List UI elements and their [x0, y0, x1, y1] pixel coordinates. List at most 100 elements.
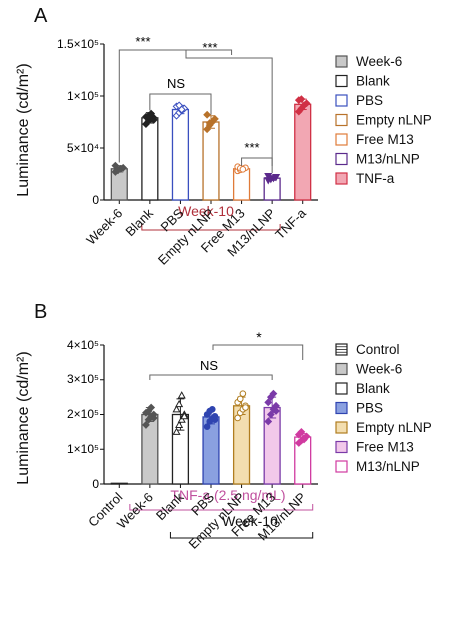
legend-label: Empty nLNP	[356, 113, 432, 128]
data-point	[203, 423, 211, 430]
data-point	[172, 427, 181, 435]
sig-bracket-3	[241, 157, 273, 166]
data-point	[119, 163, 128, 172]
legend-label: Week-6	[356, 362, 402, 377]
panel-a-bracket-label: Week-10	[178, 203, 234, 219]
legend-label: Free M13	[356, 132, 414, 147]
panel-a-label: A	[34, 5, 48, 27]
legend-swatch	[335, 440, 348, 454]
bar-blank	[141, 117, 159, 201]
week10-bracket	[169, 532, 314, 539]
legend-label: M13/nLNP	[356, 459, 420, 474]
panel-a-plot	[100, 43, 318, 231]
legend-label: Week-6	[356, 54, 402, 69]
panel-a-tick-label: 1×10⁵	[67, 89, 99, 103]
sig-bracket-2	[185, 50, 273, 173]
bar-empty-nlnp	[202, 121, 220, 201]
panel-b-label: B	[34, 301, 47, 323]
legend-label: Empty nLNP	[356, 420, 432, 435]
legend-label: TNF-a	[356, 171, 395, 186]
data-point	[147, 403, 156, 412]
sig-bracket-star	[212, 344, 304, 360]
legend-swatch	[335, 133, 348, 146]
panel-a-ylabel: Luminance (cd/m²)	[15, 63, 32, 196]
data-point	[300, 435, 308, 444]
bar-pbs	[171, 108, 190, 201]
data-point	[209, 405, 216, 413]
x-tick-label: Blank	[122, 205, 156, 239]
data-point	[211, 416, 219, 424]
panel-b-ylabel: Luminance (cd/m²)	[15, 351, 32, 484]
data-point	[234, 414, 241, 422]
panel-b-tick-label: 1×10⁵	[67, 442, 99, 456]
panel-b-tick-label: 2×10⁵	[67, 407, 99, 421]
legend-swatch	[335, 152, 348, 166]
panel-a-legend: Week-6 Blank PBS Empty nLNP Free M13 M13/nLNP…	[335, 54, 432, 186]
panel-b-y-ticks: 0 1×10⁵ 2×10⁵ 3×10⁵ 4×10⁵	[67, 338, 99, 491]
data-point	[297, 95, 306, 104]
panel-b-tick-label: 3×10⁵	[67, 372, 99, 386]
legend-swatch	[335, 74, 348, 88]
sig-bracket-1	[118, 49, 233, 163]
panel-b-plot	[100, 344, 318, 539]
legend-swatch	[335, 460, 348, 473]
legend-label: PBS	[356, 93, 383, 108]
panel-b-sig-star: *	[256, 329, 262, 345]
data-point	[266, 410, 275, 419]
panel-a-y-ticks: 0 5×10⁴ 1×10⁵ 1.5×10⁵	[57, 37, 99, 207]
x-tick-label: TNF-a	[272, 205, 309, 242]
data-point	[114, 166, 122, 175]
data-point	[297, 427, 306, 436]
panel-a-sig-1: ***	[135, 34, 150, 49]
data-point	[172, 405, 181, 413]
legend-label: Free M13	[356, 440, 414, 455]
panel-b-sig-ns: NS	[200, 358, 218, 373]
panel-a-tick-label: 5×10⁴	[67, 141, 99, 155]
data-point	[180, 412, 189, 420]
panel-a-sig-2: ***	[202, 40, 217, 55]
legend-swatch	[335, 362, 348, 376]
data-point	[175, 420, 184, 428]
data-point	[264, 417, 273, 426]
data-point	[147, 109, 156, 118]
panel-b-tnf-label: TNF-a (2.5 ng/mL)	[170, 487, 285, 503]
data-point	[205, 119, 214, 127]
data-point	[236, 395, 244, 403]
legend-label: Control	[356, 342, 400, 357]
legend-label: M13/nLNP	[356, 152, 420, 167]
data-point	[175, 399, 184, 408]
data-point	[242, 404, 249, 411]
legend-swatch	[335, 172, 348, 185]
data-point	[271, 174, 281, 182]
data-point	[210, 114, 219, 123]
data-point	[149, 414, 158, 422]
panel-b-tick-label: 4×10⁵	[67, 338, 99, 352]
panel-a-tick-label: 1.5×10⁵	[57, 37, 99, 51]
data-point	[272, 407, 280, 415]
sig-bracket-ns	[149, 374, 273, 380]
data-point	[264, 173, 273, 181]
legend-swatch	[335, 382, 348, 395]
data-point	[177, 415, 186, 423]
legend-swatch	[335, 401, 348, 415]
data-point	[142, 421, 150, 429]
data-point	[302, 99, 311, 108]
data-point	[177, 105, 186, 114]
x-tick-label: Week-6	[83, 206, 125, 248]
legend-swatch	[335, 55, 348, 68]
panel-b-bracket-label: Week-10	[222, 513, 278, 529]
legend-swatch	[335, 113, 348, 127]
bar-free-m13	[263, 406, 281, 485]
data-point	[264, 398, 273, 407]
legend-swatch	[335, 421, 348, 434]
panel-a-sig-ns: NS	[167, 76, 185, 91]
legend-swatch	[335, 94, 348, 107]
panel-a-sig-3: ***	[244, 140, 259, 155]
data-point	[149, 116, 158, 124]
data-point	[177, 391, 186, 399]
data-point	[239, 166, 247, 173]
legend-label: PBS	[356, 401, 383, 416]
